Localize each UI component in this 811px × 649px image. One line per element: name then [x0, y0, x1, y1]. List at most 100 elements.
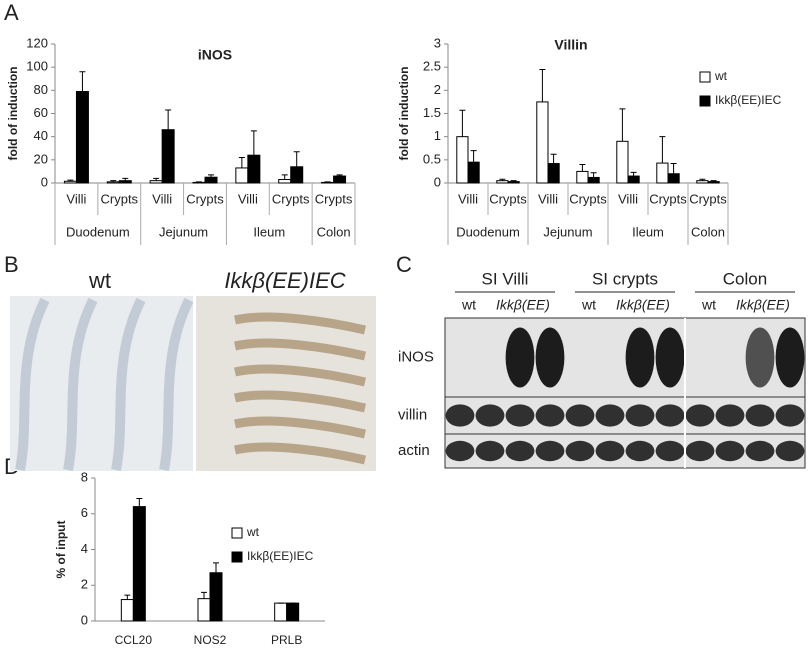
blot-band — [745, 440, 775, 462]
bar — [149, 180, 163, 184]
x-tick-label: Crypts — [489, 191, 527, 206]
bar — [587, 176, 600, 184]
legend-label: wt — [714, 69, 728, 83]
y-tick-label: 3 — [434, 35, 441, 50]
bar — [132, 506, 146, 622]
y-tick-label: 80 — [34, 82, 48, 97]
bar — [456, 136, 469, 184]
x-tick-label: CCL20 — [115, 633, 153, 647]
blot-group-label: SI crypts — [592, 269, 658, 288]
x-tick-label: Crypts — [272, 191, 310, 206]
blot-lane-label: Ikkβ(EE) — [616, 297, 670, 313]
blot-band — [505, 440, 535, 462]
bar — [616, 140, 629, 184]
blot-group-label: SI Villi — [482, 269, 529, 288]
bar — [274, 602, 288, 622]
x-tick-label: Crypts — [569, 191, 607, 206]
blot-row — [444, 396, 806, 435]
blot-band — [655, 440, 685, 462]
x-tick-label: Villi — [618, 191, 638, 206]
villus — [234, 390, 367, 413]
y-tick-label: 0 — [41, 174, 48, 189]
y-tick-label: 120 — [26, 35, 48, 50]
error-bar — [250, 130, 257, 156]
blot-band — [715, 440, 745, 462]
villus — [234, 312, 367, 335]
bar — [467, 161, 480, 184]
error-bar — [459, 109, 466, 137]
y-tick-label: 20 — [34, 151, 48, 166]
bar — [290, 166, 304, 184]
blot-band — [625, 404, 655, 427]
bar — [120, 599, 134, 622]
y-tick-label: 1 — [434, 128, 441, 143]
bar — [286, 602, 300, 622]
error-bar — [79, 71, 86, 92]
y-tick-label: 2 — [81, 577, 88, 592]
villus — [234, 442, 367, 465]
legend-swatch — [231, 527, 243, 539]
villus — [234, 338, 367, 361]
group-label: Jejunum — [159, 224, 208, 239]
error-bar — [499, 178, 506, 181]
bar — [192, 181, 206, 184]
bar — [278, 179, 292, 184]
error-bar — [122, 177, 129, 181]
error-bar — [670, 163, 677, 174]
blot-lane-label: wt — [701, 297, 716, 313]
x-tick-label: Villi — [458, 191, 478, 206]
error-bar — [619, 108, 626, 142]
legend-swatch — [231, 551, 243, 563]
villus — [63, 297, 98, 471]
y-tick-label: 4 — [81, 541, 88, 556]
blot-band — [595, 404, 625, 427]
error-bar — [630, 171, 637, 177]
y-tick-label: 0 — [434, 174, 441, 189]
bar — [321, 181, 335, 184]
legend-swatch — [699, 95, 711, 107]
y-tick-label: 8 — [81, 469, 88, 484]
legend-label: wt — [246, 525, 260, 539]
panel-label: A — [4, 0, 19, 25]
blot-band — [685, 440, 715, 462]
error-bar — [336, 174, 343, 177]
villi — [15, 297, 367, 471]
bar — [507, 181, 520, 184]
blot-band — [565, 404, 595, 427]
error-bar — [550, 153, 557, 164]
blot-band — [715, 404, 745, 427]
blot-band — [595, 440, 625, 462]
blot-band — [775, 327, 805, 388]
blot-band — [775, 404, 805, 427]
villus — [159, 297, 194, 471]
blot-band — [745, 327, 775, 388]
group-label: Ileum — [253, 224, 285, 239]
blot-band — [475, 404, 505, 427]
blot-band — [775, 440, 805, 462]
bar — [707, 181, 720, 184]
villus — [111, 297, 146, 471]
x-tick-label: Crypts — [689, 191, 727, 206]
x-tick-label: Crypts — [101, 191, 139, 206]
error-bar — [659, 136, 666, 164]
bar — [118, 180, 132, 184]
group-label: Colon — [691, 224, 725, 239]
panel-label: B — [4, 252, 19, 277]
bar — [547, 163, 560, 184]
blot-band — [535, 327, 565, 388]
error-bar — [110, 180, 117, 182]
blot-band — [505, 327, 535, 388]
histology-images — [10, 296, 376, 471]
blot-band — [745, 404, 775, 427]
group-label: Duodenum — [456, 224, 520, 239]
blot-band — [625, 327, 655, 388]
blot-row — [444, 317, 806, 398]
error-bar — [213, 562, 219, 573]
legend-label: Ikkβ(EE)IEC — [715, 93, 782, 107]
blot-row-label: iNOS — [398, 348, 434, 365]
error-bar — [539, 68, 546, 102]
y-tick-label: 2 — [434, 82, 441, 97]
histology-label: Ikkβ(EE)IEC — [224, 268, 345, 293]
bar — [204, 176, 218, 184]
